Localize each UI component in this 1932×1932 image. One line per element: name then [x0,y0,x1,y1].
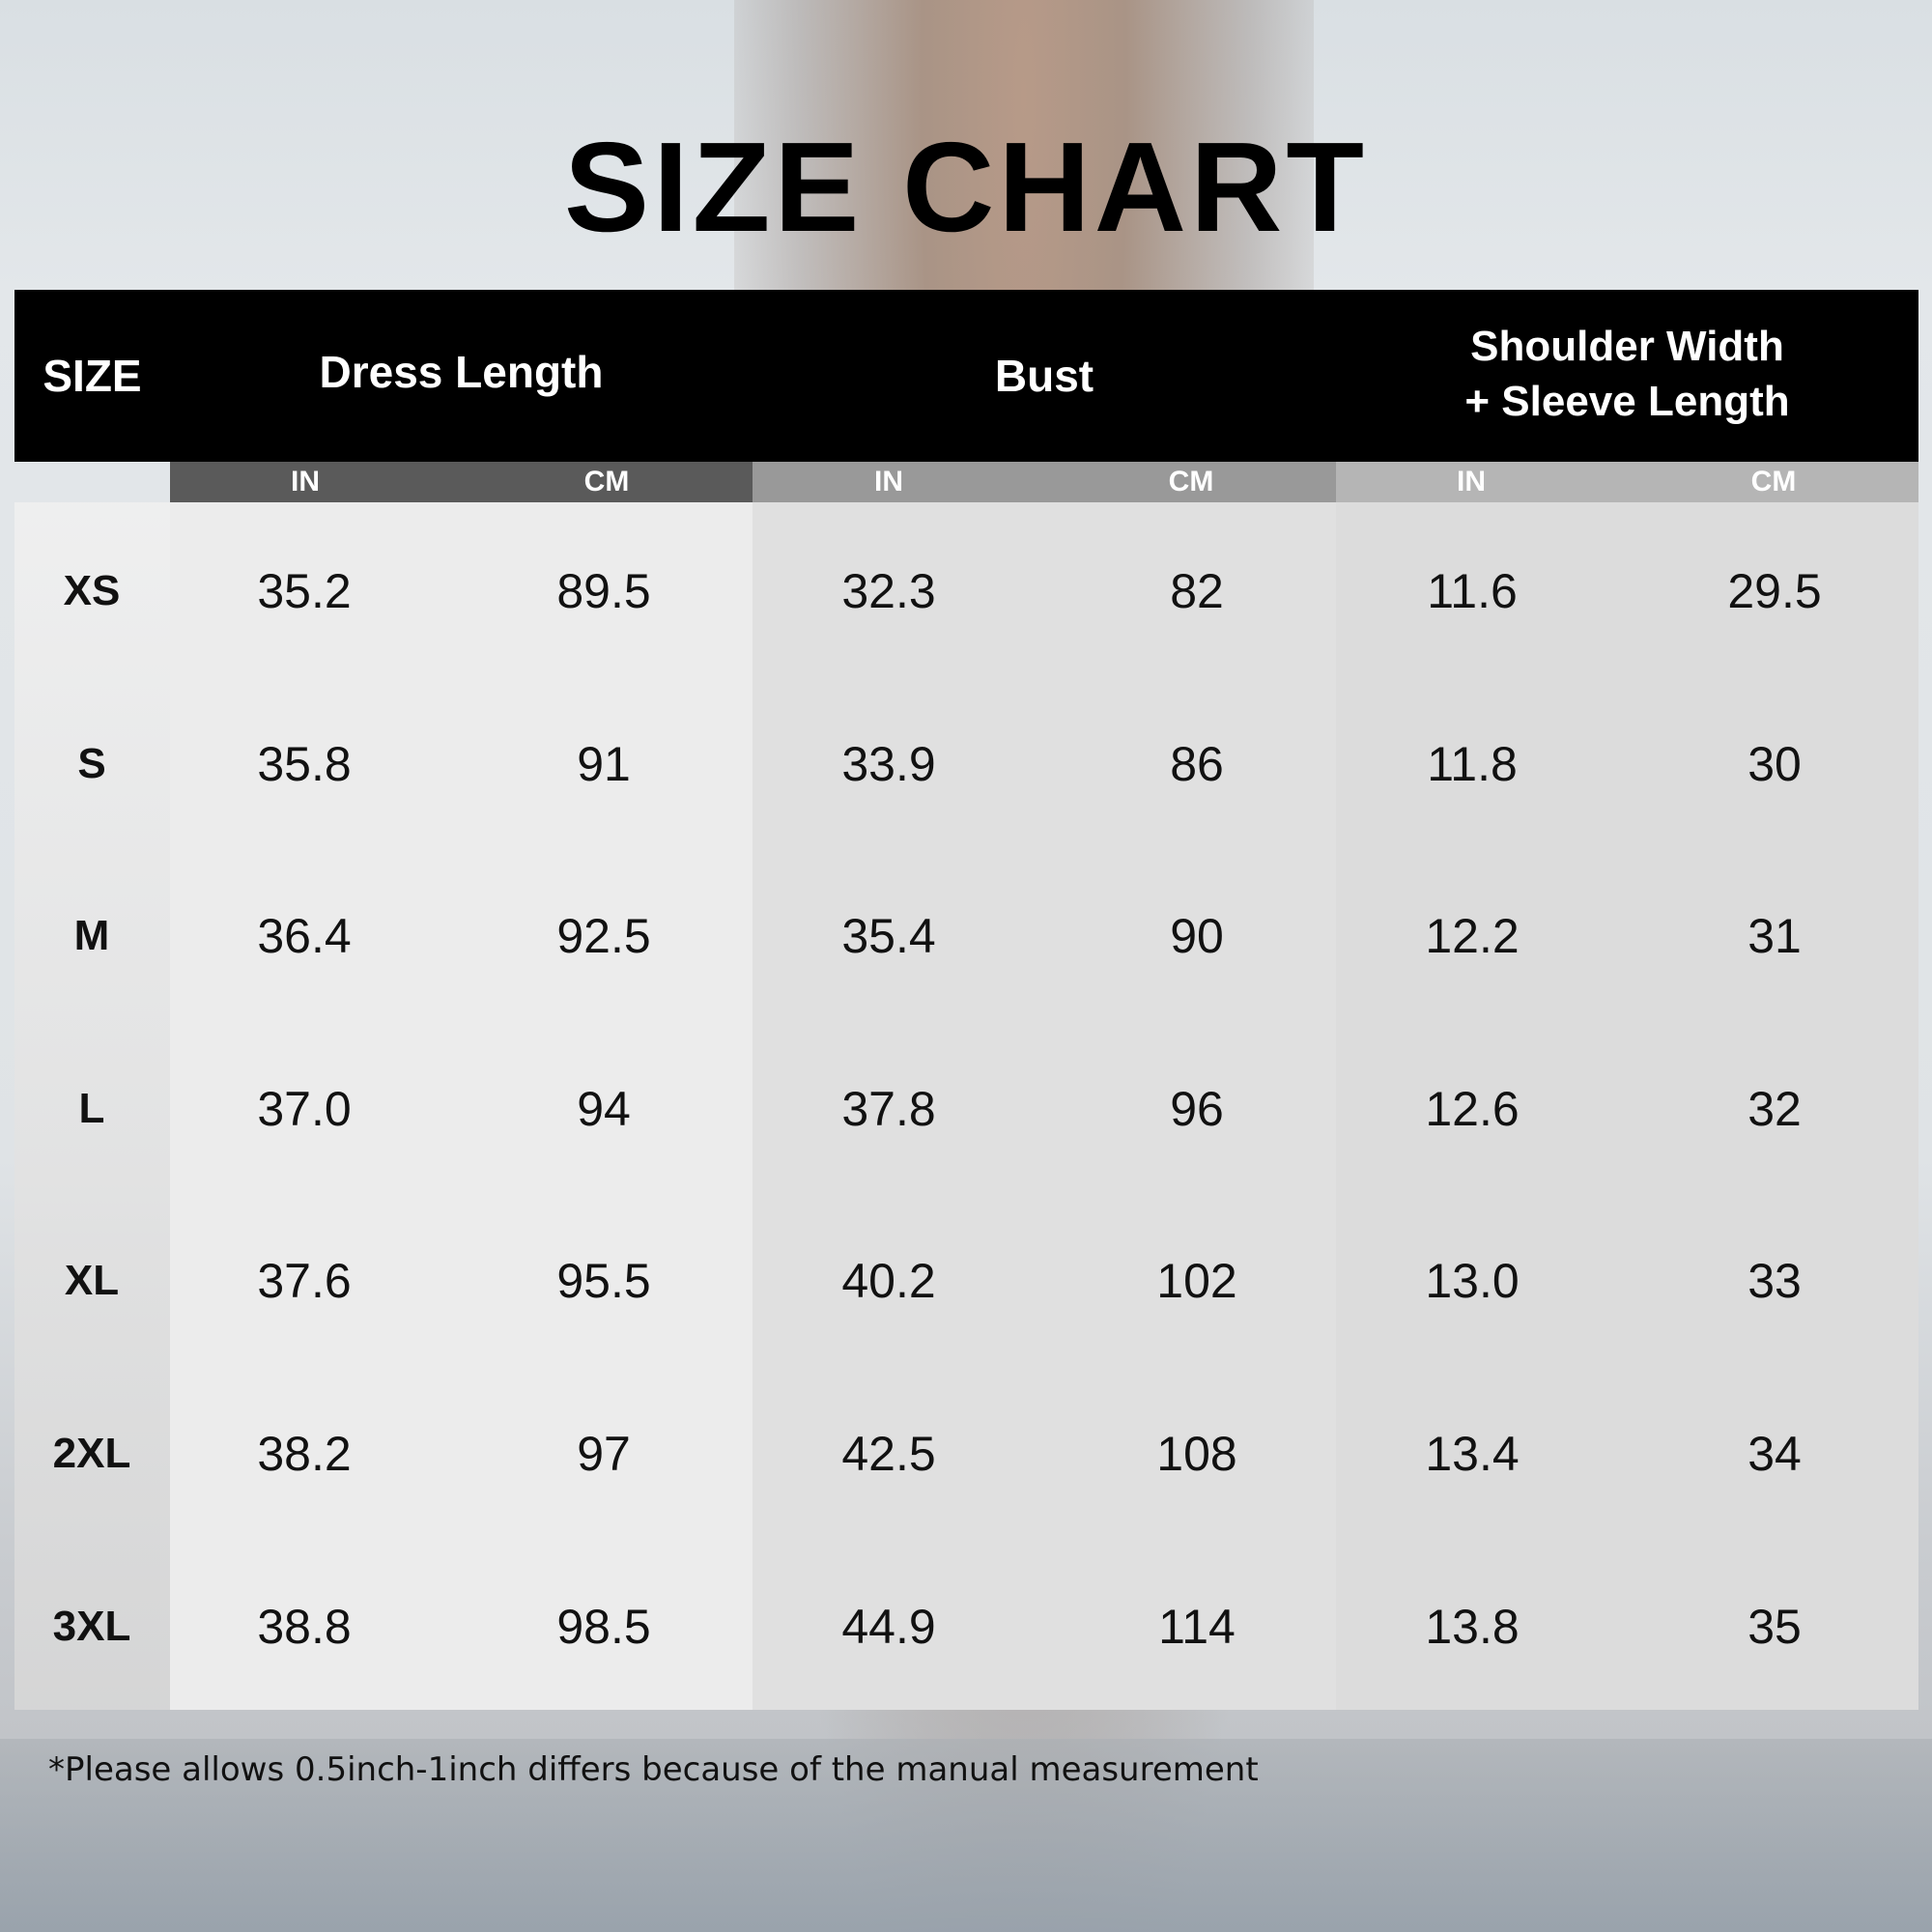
cell-bust-in: 32.3 [841,564,936,618]
cell-dress-in: 38.2 [257,1427,352,1481]
subheader-dress: IN CM [170,462,753,502]
subheader-shoulder: IN CM [1336,462,1918,502]
cell-dress-in: 36.4 [257,909,352,964]
size-label: 2XL [52,1430,131,1477]
cell-shoulder-in: 13.4 [1425,1427,1520,1481]
cell-shoulder-cm: 31 [1747,909,1802,964]
cell-dress-in: 37.0 [257,1081,352,1136]
unit-cm: CM [1750,466,1797,497]
size-column [14,502,170,1710]
page-title: SIZE CHART [564,116,1368,258]
cell-bust-cm: 82 [1170,564,1224,618]
unit-cm: CM [1168,466,1214,497]
cell-shoulder-cm: 29.5 [1727,564,1822,618]
cell-shoulder-in: 11.6 [1427,564,1518,618]
cell-bust-cm: 102 [1156,1254,1237,1309]
cell-shoulder-cm: 32 [1747,1081,1802,1136]
cell-shoulder-cm: 34 [1747,1427,1802,1481]
cell-bust-in: 33.9 [841,736,936,791]
header-shoulder-line1: Shoulder Width [1470,323,1784,370]
size-label: XS [63,567,121,614]
cell-dress-cm: 97 [577,1427,631,1481]
unit-in: IN [291,466,320,497]
cell-dress-cm: 95.5 [556,1254,651,1309]
cell-dress-in: 37.6 [257,1254,352,1309]
cell-dress-cm: 98.5 [556,1599,651,1654]
shoulder-column [1336,502,1918,1710]
cell-bust-in: 40.2 [841,1254,936,1309]
size-label: XL [64,1257,120,1305]
cell-bust-cm: 86 [1170,736,1224,791]
header-shoulder-sleeve: Shoulder Width + Sleeve Length [1336,319,1918,429]
cell-bust-cm: 108 [1156,1427,1237,1481]
cell-bust-cm: 90 [1170,909,1224,964]
cell-dress-cm: 89.5 [556,564,651,618]
table-header: SIZE Dress Length Bust Shoulder Width + … [14,290,1918,462]
cell-shoulder-in: 13.0 [1425,1254,1520,1309]
cell-dress-in: 35.8 [257,736,352,791]
cell-bust-in: 35.4 [841,909,936,964]
size-label: 3XL [52,1602,131,1650]
size-label: M [73,912,110,960]
cell-shoulder-in: 11.8 [1427,736,1518,791]
size-label: L [78,1084,105,1132]
cell-shoulder-in: 12.6 [1425,1081,1520,1136]
bust-column [753,502,1336,1710]
unit-in: IN [1457,466,1486,497]
cell-dress-cm: 92.5 [556,909,651,964]
cell-shoulder-cm: 33 [1747,1254,1802,1309]
unit-in: IN [874,466,903,497]
cell-bust-cm: 114 [1158,1599,1236,1654]
unit-cm: CM [583,466,630,497]
header-size: SIZE [43,351,142,401]
cell-shoulder-cm: 35 [1747,1599,1802,1654]
cell-dress-in: 35.2 [257,564,352,618]
cell-shoulder-in: 13.8 [1425,1599,1520,1654]
size-label: S [77,739,106,787]
cell-bust-in: 37.8 [841,1081,936,1136]
dress-column [170,502,753,1710]
cell-bust-in: 42.5 [841,1427,936,1481]
footnote: *Please allows 0.5inch-1inch differs bec… [48,1750,1259,1789]
cell-shoulder-cm: 30 [1747,736,1802,791]
cell-shoulder-in: 12.2 [1425,909,1520,964]
cell-bust-cm: 96 [1170,1081,1224,1136]
subheader-bust: IN CM [753,462,1336,502]
cell-dress-cm: 94 [577,1081,631,1136]
background-pool [0,1739,1932,1932]
cell-dress-in: 38.8 [257,1599,352,1654]
header-shoulder-line2: + Sleeve Length [1464,378,1790,426]
header-dress-length: Dress Length [319,347,604,397]
cell-dress-cm: 91 [577,736,631,791]
header-bust: Bust [994,351,1094,401]
cell-bust-in: 44.9 [841,1599,936,1654]
